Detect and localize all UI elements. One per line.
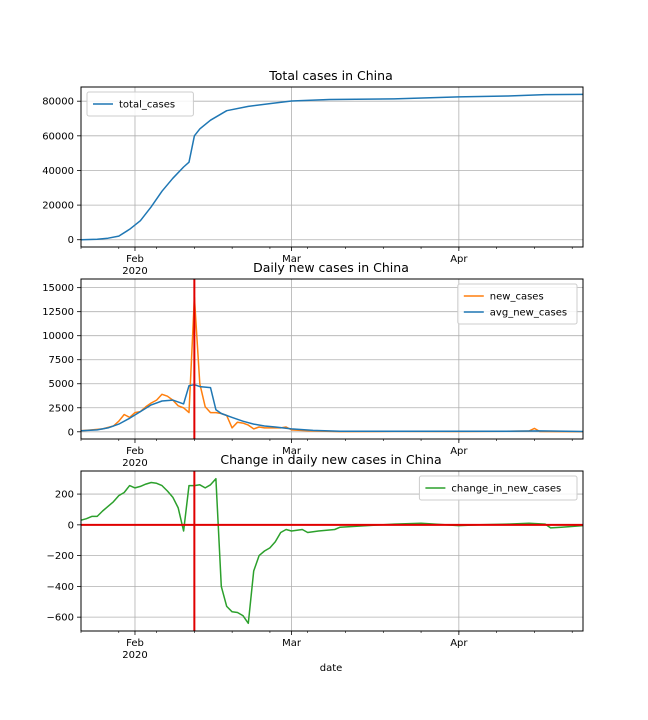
daily-new-cases-y-tick-label-15000: 15000 (42, 283, 74, 294)
change-in-new-cases-x-tick-sublabel-feb: 2020 (122, 650, 147, 661)
total-cases-y-tick-label-40000: 40000 (42, 166, 74, 177)
daily-new-cases-y-tick-label-10000: 10000 (42, 331, 74, 342)
daily-new-cases-legend-box (457, 283, 578, 325)
change-in-new-cases-y-tick-label--400: −400 (47, 582, 74, 593)
change-in-new-cases-legend: change_in_new_cases (418, 475, 578, 501)
total-cases-panel: Total cases in China 0 20000 40000 60000 800… (42, 68, 584, 277)
total-cases-title: Total cases in China (268, 68, 392, 83)
change-in-new-cases-plot-frame (80, 470, 584, 632)
daily-new-cases-x-tick-label-feb: Feb (126, 446, 144, 457)
series-line-avg-new-cases (80, 383, 584, 433)
legend-label-avg-new-cases: avg_new_cases (490, 308, 567, 319)
series-line-total-cases (80, 93, 584, 241)
change-in-new-cases-y-ticks: −600 −400 −200 0 200 (47, 490, 81, 624)
daily-new-cases-y-tick-label-12500: 12500 (42, 307, 74, 318)
total-cases-y-tick-label-80000: 80000 (42, 97, 74, 108)
daily-new-cases-series-layer (80, 296, 584, 433)
total-cases-x-tick-label-feb: Feb (126, 254, 144, 265)
legend-label-change-in-new-cases: change_in_new_cases (451, 484, 561, 495)
daily-new-cases-y-tick-label-0: 0 (68, 427, 74, 438)
daily-new-cases-y-tick-label-5000: 5000 (49, 379, 74, 390)
change-in-new-cases-legend-box (418, 475, 578, 501)
daily-new-cases-plot-frame (80, 278, 584, 440)
total-cases-plot-frame (80, 86, 584, 248)
change-in-new-cases-y-tick-label--600: −600 (47, 613, 74, 624)
total-cases-y-tick-label-60000: 60000 (42, 131, 74, 142)
x-axis-label: date (320, 663, 343, 674)
change-in-new-cases-reference-lines (81, 471, 583, 631)
change-in-new-cases-x-tick-label-mar: Mar (282, 638, 302, 649)
change-in-new-cases-title: Change in daily new cases in China (220, 452, 441, 467)
daily-new-cases-legend: new_cases avg_new_cases (457, 283, 578, 325)
total-cases-legend: total_cases (86, 91, 194, 117)
change-in-new-cases-y-tick-label-0: 0 (68, 520, 74, 531)
change-in-new-cases-y-tick-label--200: −200 (47, 551, 74, 562)
legend-label-new-cases: new_cases (490, 292, 544, 303)
total-cases-x-tick-label-apr: Apr (450, 254, 468, 265)
legend-label-total-cases: total_cases (119, 100, 175, 111)
total-cases-y-tick-label-20000: 20000 (42, 201, 74, 212)
daily-new-cases-x-tick-label-apr: Apr (450, 446, 468, 457)
change-in-new-cases-panel: Change in daily new cases in China −600−… (47, 452, 584, 661)
total-cases-series-layer (80, 93, 584, 241)
daily-new-cases-x-tick-label-mar: Mar (282, 446, 302, 457)
daily-new-cases-x-tick-sublabel-feb: 2020 (122, 458, 147, 469)
daily-new-cases-y-tick-label-7500: 7500 (49, 355, 74, 366)
change-in-new-cases-y-tick-label-200: 200 (55, 490, 74, 501)
daily-new-cases-y-tick-label-2500: 2500 (49, 403, 74, 414)
total-cases-x-tick-sublabel-feb: 2020 (122, 266, 147, 277)
total-cases-x-tick-label-mar: Mar (282, 254, 302, 265)
daily-new-cases-y-ticks: 0 2500 5000 7500 10000 12500 15000 (42, 283, 81, 438)
total-cases-legend-box (86, 91, 194, 117)
daily-new-cases-title: Daily new cases in China (253, 260, 409, 275)
daily-new-cases-panel: Daily new cases in China 0 2500 5000 7500 10… (42, 260, 584, 469)
total-cases-y-tick-label-0: 0 (68, 235, 74, 246)
total-cases-y-ticks: 0 20000 40000 60000 80000 (42, 97, 81, 246)
change-in-new-cases-x-tick-label-apr: Apr (450, 638, 468, 649)
change-in-new-cases-x-tick-label-feb: Feb (126, 638, 144, 649)
